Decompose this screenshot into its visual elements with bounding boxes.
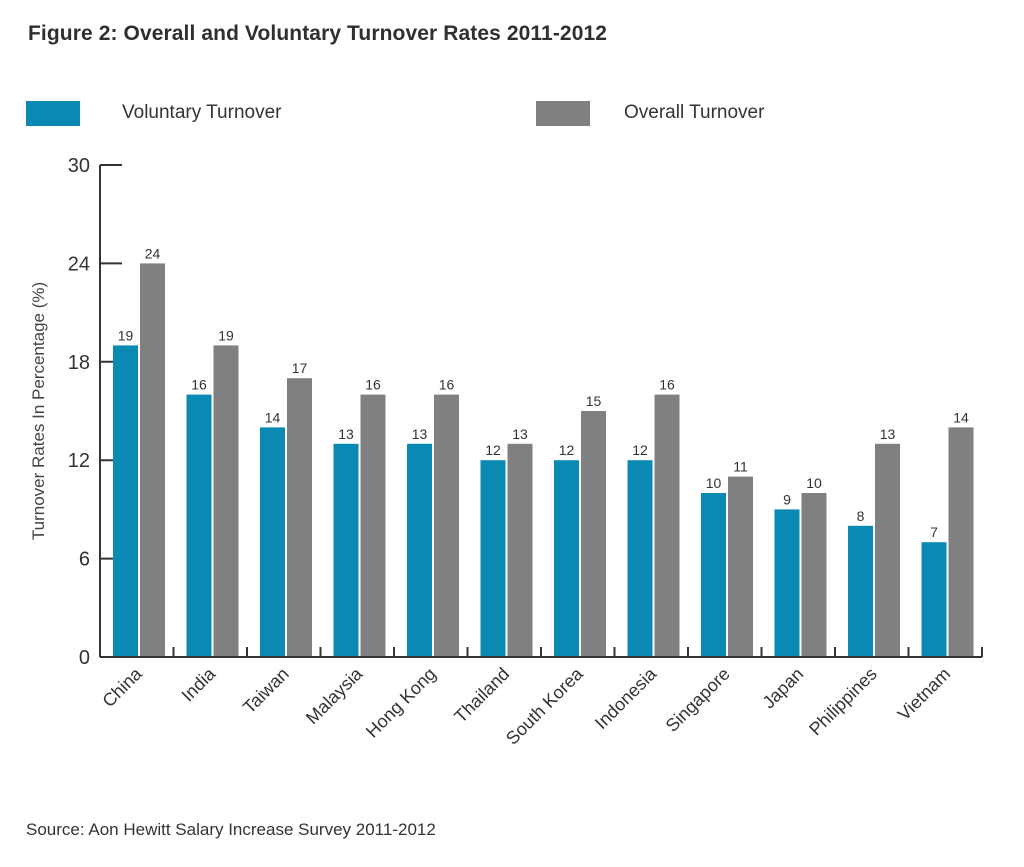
bar-overall [360, 394, 386, 657]
y-tick-label: 12 [68, 450, 90, 472]
bar-overall [140, 263, 165, 657]
legend-item-voluntary: Voluntary Turnover [26, 100, 281, 126]
y-tick-label: 24 [68, 253, 90, 275]
y-axis-label: Turnover Rates In Percentage (%) [29, 282, 48, 540]
data-label: 13 [512, 426, 528, 442]
bar-voluntary [701, 493, 726, 657]
x-category-label: Indonesia [591, 663, 661, 733]
bar-voluntary [921, 542, 947, 657]
x-category-label: India [178, 663, 220, 705]
x-category-label: Thailand [450, 664, 513, 727]
data-label: 7 [930, 524, 938, 540]
legend-swatch-voluntary [26, 100, 80, 126]
x-category-label: Vietnam [894, 664, 955, 725]
x-category-label: Taiwan [239, 664, 293, 718]
bars: 19 24 16 19 14 17 13 16 13 16 12 13 12 15 12 16 10 11 9 10 8… [113, 245, 974, 657]
data-label: 19 [118, 327, 134, 343]
bar-overall [875, 443, 900, 657]
data-label: 11 [733, 459, 748, 475]
bar-overall [581, 411, 606, 657]
bar-voluntary [774, 509, 800, 657]
bar-voluntary [848, 525, 873, 657]
bar-voluntary [627, 460, 653, 657]
data-label: 9 [783, 491, 791, 507]
x-category-label: Japan [759, 664, 808, 713]
bar-voluntary [260, 427, 285, 657]
data-label: 13 [412, 426, 428, 442]
data-label: 16 [439, 377, 455, 393]
data-label: 12 [559, 442, 575, 458]
data-label: 15 [586, 393, 602, 409]
x-category-label: Malaysia [302, 663, 367, 728]
y-tick-label: 18 [68, 352, 90, 374]
x-category-label: Singapore [662, 664, 734, 736]
data-label: 13 [880, 426, 896, 442]
bar-voluntary [113, 345, 138, 657]
x-category-label: Philippines [805, 664, 881, 740]
data-label: 14 [953, 409, 969, 425]
data-label: 24 [145, 245, 161, 261]
legend-swatch-overall [536, 100, 590, 126]
bar-overall [213, 345, 239, 657]
bar-overall [948, 427, 974, 657]
data-label: 19 [218, 327, 234, 343]
bar-overall [287, 378, 312, 657]
data-label: 16 [659, 377, 675, 393]
chart-title: Figure 2: Overall and Voluntary Turnover… [28, 22, 608, 45]
bar-overall [434, 394, 459, 657]
x-category-label: Hong Kong [362, 664, 440, 742]
legend-label-overall: Overall Turnover [624, 102, 765, 123]
bar-voluntary [333, 443, 359, 657]
data-label: 14 [265, 409, 281, 425]
y-tick-label: 0 [79, 647, 90, 669]
bar-voluntary [186, 394, 212, 657]
bar-overall [507, 443, 533, 657]
data-label: 12 [632, 442, 648, 458]
y-axis: 0 6 12 18 24 30 [68, 155, 122, 669]
data-label: 10 [806, 475, 822, 491]
y-tick-label: 6 [79, 549, 90, 571]
data-label: 16 [365, 377, 381, 393]
y-tick-label: 30 [68, 155, 90, 177]
data-label: 12 [485, 442, 501, 458]
bar-voluntary [407, 443, 432, 657]
data-label: 17 [292, 360, 308, 376]
data-label: 10 [706, 475, 722, 491]
bar-overall [654, 394, 680, 657]
data-label: 8 [857, 508, 865, 524]
bar-voluntary [554, 460, 579, 657]
legend-label-voluntary: Voluntary Turnover [122, 102, 282, 123]
bar-overall [728, 476, 753, 657]
legend-item-overall: Overall Turnover [536, 100, 764, 126]
bar-overall [801, 493, 827, 657]
x-category-label: China [98, 663, 146, 711]
data-label: 16 [191, 377, 207, 393]
source-note: Source: Aon Hewitt Salary Increase Surve… [26, 820, 436, 839]
x-category-label: South Korea [502, 663, 588, 749]
bar-voluntary [480, 460, 506, 657]
data-label: 13 [338, 426, 354, 442]
